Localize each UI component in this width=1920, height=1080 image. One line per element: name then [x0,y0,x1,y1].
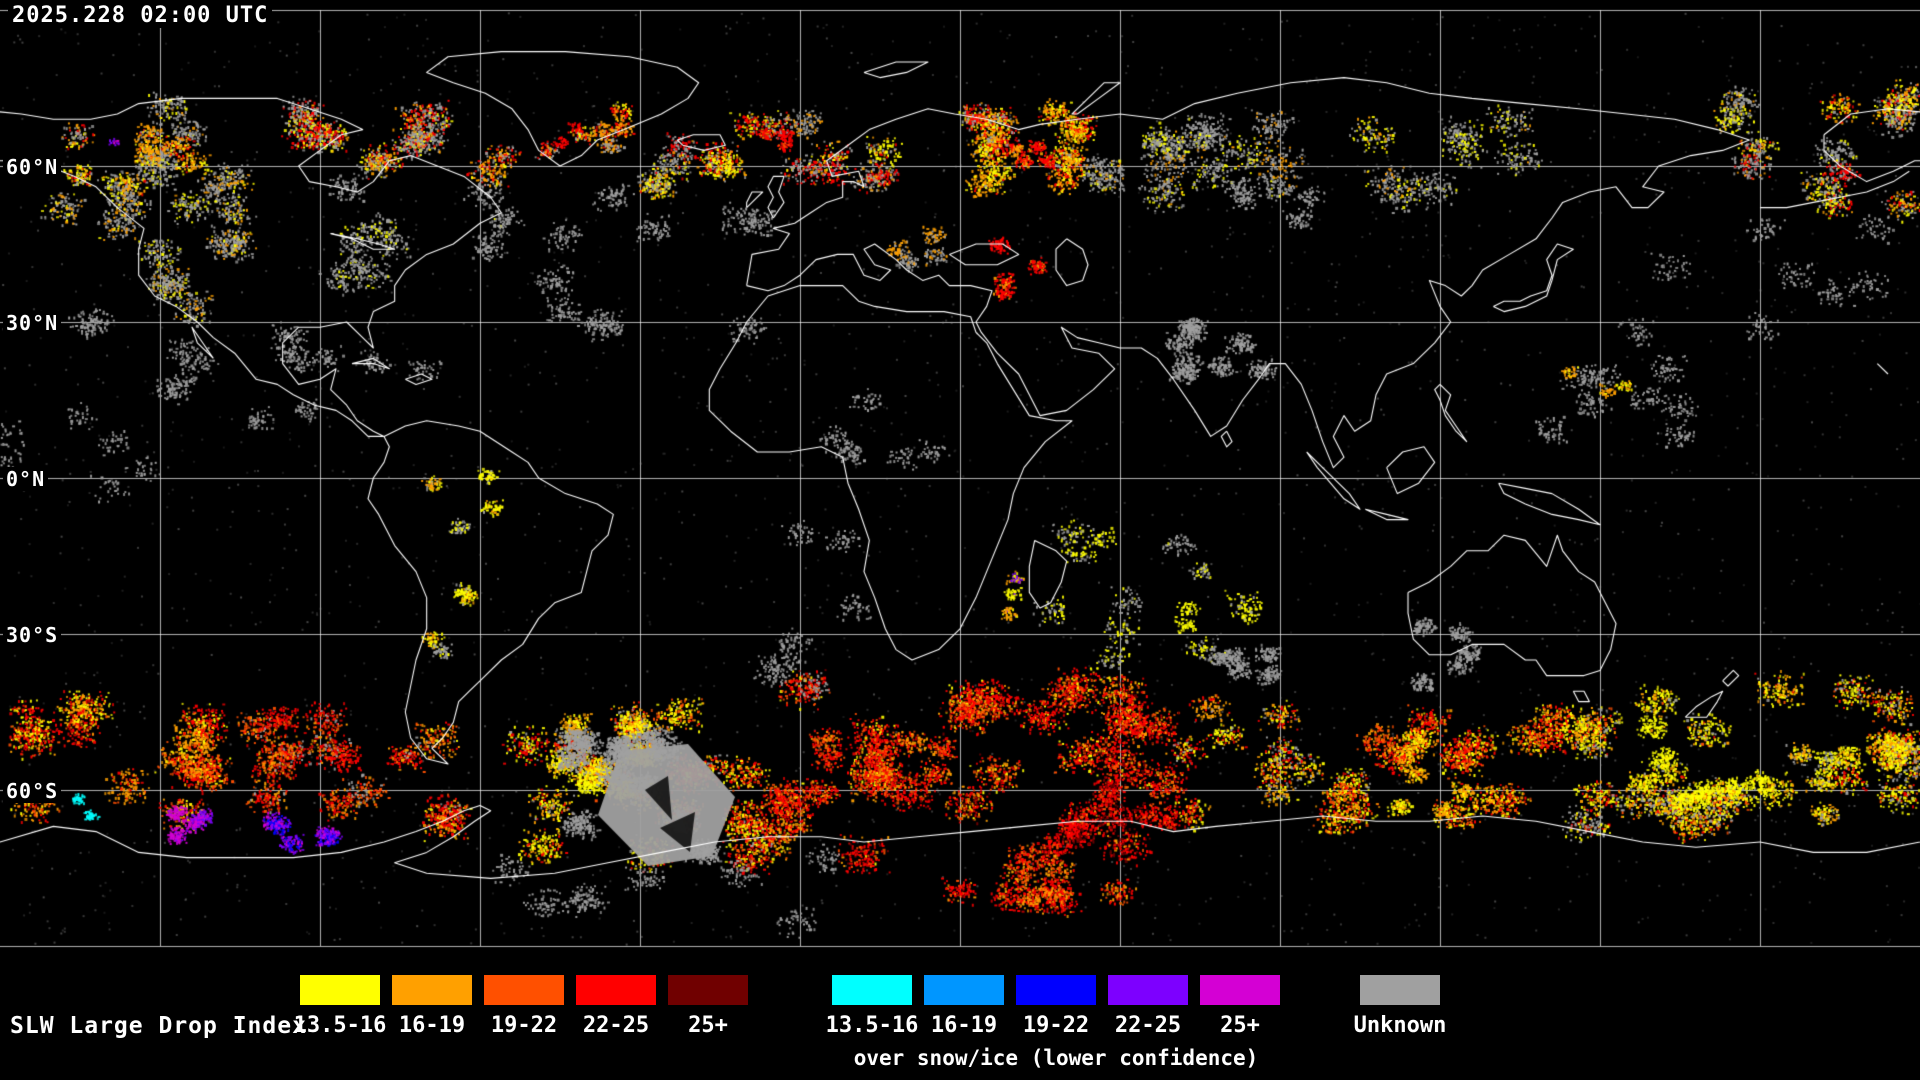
legend-item: 13.5-16 [826,975,918,1038]
legend-label: 19-22 [1022,1013,1090,1038]
latitude-label-0n: 0°N [3,467,49,491]
legend-swatch-purple [1108,975,1188,1005]
latitude-label-60s: 60°S [3,779,62,803]
legend-swatch-yellow [300,975,380,1005]
legend-item: 19-22 [1016,975,1096,1038]
legend-item: 25+ [668,975,748,1038]
legend-title: SLW Large Drop Index [10,1013,307,1039]
legend-group-snow-ice: 13.5-16 16-19 19-22 22-25 25+ [826,975,1280,1038]
legend-group-standard: 13.5-16 16-19 19-22 22-25 25+ [294,975,748,1038]
legend-label: 16-19 [930,1013,998,1038]
legend-caption-snow-ice: over snow/ice (lower confidence) [853,1046,1259,1070]
legend-item: 16-19 [924,975,1004,1038]
legend-label: 25+ [688,1013,728,1038]
legend-swatch-darkorange [484,975,564,1005]
legend-label: 22-25 [582,1013,650,1038]
legend-label: 22-25 [1114,1013,1182,1038]
legend-swatch-unknown [1360,975,1440,1005]
legend-swatch-maroon [668,975,748,1005]
legend-item: Unknown [1354,975,1446,1038]
legend-swatch-red [576,975,656,1005]
legend-swatch-cyan [832,975,912,1005]
legend-item: 25+ [1200,975,1280,1038]
legend-swatch-blue [1016,975,1096,1005]
legend-item: 13.5-16 [294,975,386,1038]
legend-label: 13.5-16 [293,1013,387,1038]
latitude-label-60n: 60°N [3,155,62,179]
legend-item: 22-25 [1108,975,1188,1038]
legend-swatch-lightblue [924,975,1004,1005]
legend-item: 22-25 [576,975,656,1038]
latitude-label-30s: 30°S [3,623,62,647]
legend-label: Unknown [1353,1013,1447,1038]
legend-item: 16-19 [392,975,472,1038]
legend-swatch-orange [392,975,472,1005]
legend-label: 19-22 [490,1013,558,1038]
legend-label: 16-19 [398,1013,466,1038]
legend-label: 25+ [1220,1013,1260,1038]
legend-item: 19-22 [484,975,564,1038]
timestamp-label: 2025.228 02:00 UTC [8,3,273,28]
latitude-label-30n: 30°N [3,311,62,335]
legend-swatch-magenta [1200,975,1280,1005]
legend-group-unknown: Unknown [1354,975,1446,1038]
legend-label: 13.5-16 [825,1013,919,1038]
